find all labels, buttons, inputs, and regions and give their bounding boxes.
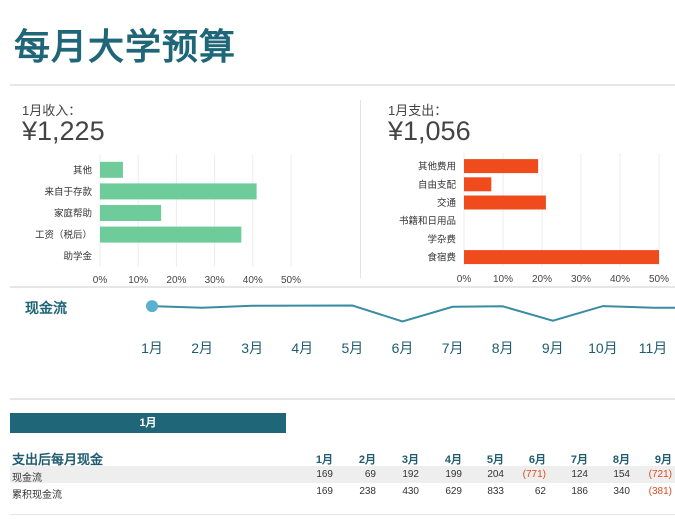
cashflow-month-label: 3月 xyxy=(241,340,263,356)
divider xyxy=(10,286,675,288)
cashflow-month-label: 9月 xyxy=(542,340,564,356)
table-cell: 169 xyxy=(316,469,333,480)
table-cell: 62 xyxy=(534,486,546,497)
income-category-label: 家庭帮助 xyxy=(54,208,92,220)
row-label: 现金流 xyxy=(12,473,42,484)
cashflow-month-label: 11月 xyxy=(639,340,668,356)
expense-tick-label: 40% xyxy=(610,274,630,285)
column-header: 7月 xyxy=(570,454,588,466)
cashflow-month-label: 4月 xyxy=(291,340,313,356)
table-cell: 238 xyxy=(359,486,376,497)
table-cell: (771) xyxy=(522,469,546,480)
income-bar xyxy=(100,161,123,178)
income-tick-label: 10% xyxy=(128,275,148,286)
table-cell: 192 xyxy=(402,469,419,480)
column-header: 6月 xyxy=(528,454,546,466)
income-amount: ¥1,225 xyxy=(22,116,105,146)
income-tick-label: 30% xyxy=(205,275,225,286)
row-label: 累积现金流 xyxy=(12,490,62,501)
expense-category-label: 食宿费 xyxy=(427,252,456,264)
column-header: 1月 xyxy=(315,454,333,466)
expense-bar xyxy=(464,159,539,174)
cashflow-month-label: 10月 xyxy=(588,340,618,356)
income-tick-label: 40% xyxy=(243,275,263,286)
cashflow-label: 现金流 xyxy=(25,300,67,316)
column-header: 9月 xyxy=(654,454,672,466)
table-title: 支出后每月现金 xyxy=(12,452,104,467)
expense-category-label: 交通 xyxy=(437,197,457,209)
column-header: 2月 xyxy=(358,454,376,466)
expense-tick-label: 10% xyxy=(493,274,513,285)
column-header: 4月 xyxy=(444,454,462,466)
income-category-label: 其他 xyxy=(73,164,93,176)
expense-category-label: 其他费用 xyxy=(418,161,456,173)
table-cell: 69 xyxy=(364,469,376,480)
expense-label: 1月支出： xyxy=(388,103,448,118)
expense-category-label: 自由支配 xyxy=(418,179,457,191)
expense-tick-label: 30% xyxy=(571,274,591,285)
expense-tick-label: 0% xyxy=(457,274,472,285)
cashflow-month-label: 6月 xyxy=(392,340,414,356)
column-header: 8月 xyxy=(612,454,630,466)
table-cell: 154 xyxy=(613,469,630,480)
panel-divider xyxy=(360,100,361,278)
income-tick-label: 0% xyxy=(93,275,108,286)
expense-tick-label: 50% xyxy=(649,274,669,285)
divider xyxy=(10,84,675,86)
cashflow-month-label: 7月 xyxy=(442,340,464,356)
monthly-cash-table: 支出后每月现金 1月 2月 3月 4月 5月 6月 7月 8月 9月 现金流 169 69 192 1… xyxy=(10,448,675,501)
table-cell: 169 xyxy=(316,486,333,497)
divider xyxy=(10,514,675,515)
income-category-label: 工资（税后） xyxy=(35,229,92,241)
income-bar xyxy=(100,226,242,243)
column-header: 5月 xyxy=(486,454,504,466)
table-cell: 340 xyxy=(613,486,630,497)
table-row: 现金流 169 69 192 199 204 (771) 124 154 (721) xyxy=(10,466,675,484)
table-cell: 833 xyxy=(487,486,504,497)
income-tick-label: 20% xyxy=(166,275,186,286)
table-cell: 204 xyxy=(487,469,504,480)
expense-bar xyxy=(464,195,546,210)
table-cell: 186 xyxy=(571,486,588,497)
divider xyxy=(10,398,675,400)
income-label: 1月收入： xyxy=(22,103,82,118)
page-title: 每月大学预算 xyxy=(14,26,237,67)
table-row: 累积现金流 169 238 430 629 833 62 186 340 (381) xyxy=(10,483,675,501)
expense-tick-label: 20% xyxy=(532,274,552,285)
income-bar xyxy=(100,183,257,200)
expense-bar xyxy=(464,177,492,192)
income-category-label: 来自于存款 xyxy=(44,186,92,198)
income-category-label: 助学金 xyxy=(63,251,92,263)
cashflow-month-label: 8月 xyxy=(492,340,514,356)
table-cell: (721) xyxy=(648,469,672,480)
cashflow-month-label: 1月 xyxy=(141,340,163,356)
cashflow-line xyxy=(151,304,675,323)
table-cell: (381) xyxy=(648,486,672,497)
table-cell: 629 xyxy=(445,486,462,497)
cashflow-month-label: 2月 xyxy=(191,340,213,356)
month-selector[interactable]: 1月 xyxy=(10,413,286,433)
table-cell: 199 xyxy=(445,469,462,480)
table-cell: 124 xyxy=(571,469,588,480)
expense-amount: ¥1,056 xyxy=(388,116,471,146)
cashflow-selected-point xyxy=(146,300,158,313)
income-tick-label: 50% xyxy=(281,275,301,286)
table-header-row: 支出后每月现金 1月 2月 3月 4月 5月 6月 7月 8月 9月 xyxy=(10,448,675,467)
expense-category-label: 书籍和日用品 xyxy=(399,215,456,227)
expense-bar xyxy=(464,250,659,265)
income-bar xyxy=(100,205,162,221)
table-cell: 430 xyxy=(402,486,419,497)
expense-category-label: 学杂费 xyxy=(427,233,456,245)
column-header: 3月 xyxy=(401,454,419,466)
cashflow-month-label: 5月 xyxy=(342,340,364,356)
